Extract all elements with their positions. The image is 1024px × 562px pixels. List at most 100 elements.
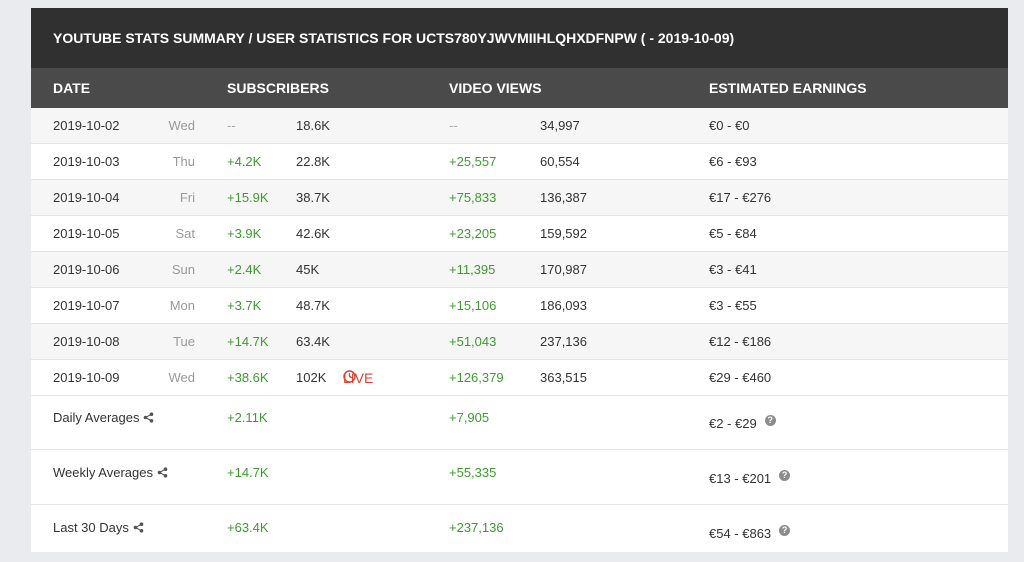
row-subscribers: 22.8K: [296, 154, 330, 169]
table-header: DATE SUBSCRIBERS VIDEO VIEWS ESTIMATED E…: [31, 68, 1008, 108]
row-subscriber-change: +3.9K: [227, 226, 262, 241]
stats-title-bar: YOUTUBE STATS SUMMARY / USER STATISTICS …: [31, 8, 1008, 68]
row-earnings: €5 - €84: [709, 226, 757, 241]
row-day: Sun: [171, 262, 195, 277]
row-day: Fri: [179, 190, 195, 205]
summary-views: +237,136: [449, 520, 504, 535]
row-subscriber-change: +2.4K: [227, 262, 262, 277]
row-views: 363,515: [540, 370, 587, 385]
row-earnings: €3 - €55: [709, 298, 757, 313]
row-date: 2019-10-08: [53, 334, 120, 349]
row-view-change: +11,395: [449, 262, 496, 277]
row-subscriber-change: +3.7K: [227, 298, 262, 313]
table-row: 2019-10-09 Wed +38.6K 102K LIVE +126,379 363,5…: [31, 360, 1008, 396]
summary-views: +55,335: [449, 465, 497, 480]
row-day: Wed: [168, 370, 196, 385]
row-day: Sat: [175, 226, 195, 241]
question-circle-icon[interactable]: ?: [764, 415, 776, 426]
row-earnings: €6 - €93: [709, 154, 757, 169]
row-view-change: --: [449, 118, 458, 133]
summary-label: Last 30 Days: [53, 520, 144, 536]
summary-label-text: Last 30 Days: [53, 520, 129, 535]
row-earnings: €3 - €41: [709, 262, 757, 277]
row-date: 2019-10-02: [53, 118, 120, 133]
share-icon[interactable]: [133, 521, 144, 536]
summary-row: Daily Averages +2.11K +7,905 €2 - €29?: [31, 395, 1008, 450]
row-date: 2019-10-04: [53, 190, 120, 205]
row-date: 2019-10-05: [53, 226, 120, 241]
row-day: Wed: [168, 118, 196, 133]
row-subscribers: 102K: [296, 370, 327, 385]
table-row: 2019-10-04 Fri +15.9K 38.7K +75,833 136,387 €1…: [31, 180, 1008, 216]
row-earnings: €0 - €0: [709, 118, 750, 133]
summary-earnings-text: €2 - €29: [709, 416, 757, 431]
summary-subscribers: +14.7K: [227, 465, 269, 480]
row-subscriber-change: --: [227, 118, 236, 133]
row-views: 170,987: [540, 262, 587, 277]
row-subscriber-change: +4.2K: [227, 154, 262, 169]
row-views: 237,136: [540, 334, 587, 349]
row-subscribers: 48.7K: [296, 298, 330, 313]
table-row: 2019-10-02 Wed -- 18.6K -- 34,997 €0 - €0: [31, 108, 1008, 144]
row-subscriber-change: +38.6K: [227, 370, 269, 385]
row-date: 2019-10-07: [53, 298, 120, 313]
table-row: 2019-10-06 Sun +2.4K 45K +11,395 170,987 €3 - …: [31, 252, 1008, 288]
row-views: 186,093: [540, 298, 587, 313]
question-circle-icon[interactable]: ?: [779, 470, 791, 481]
summary-earnings: €13 - €201?: [709, 470, 791, 486]
share-icon[interactable]: [157, 466, 168, 481]
row-view-change: +75,833: [449, 190, 497, 205]
row-earnings: €12 - €186: [709, 334, 772, 349]
row-subscriber-change: +14.7K: [227, 334, 269, 349]
header-video-views: VIDEO VIEWS: [449, 80, 542, 96]
share-icon[interactable]: [143, 411, 154, 426]
table-row: 2019-10-05 Sat +3.9K 42.6K +23,205 159,592 €5 …: [31, 216, 1008, 252]
summary-label: Daily Averages: [53, 410, 154, 426]
page-title: YOUTUBE STATS SUMMARY / USER STATISTICS …: [53, 30, 735, 46]
summary-row: Weekly Averages +14.7K +55,335 €13 - €201?: [31, 450, 1008, 505]
row-subscriber-change: +15.9K: [227, 190, 269, 205]
row-view-change: +51,043: [449, 334, 497, 349]
summary-rows: Daily Averages +2.11K +7,905 €2 - €29? Weekl…: [31, 395, 1008, 560]
row-date: 2019-10-09: [53, 370, 120, 385]
row-subscribers: 63.4K: [296, 334, 330, 349]
summary-subscribers: +2.11K: [227, 410, 268, 425]
row-earnings: €29 - €460: [709, 370, 772, 385]
stats-card: YOUTUBE STATS SUMMARY / USER STATISTICS …: [31, 8, 1008, 552]
row-earnings: €17 - €276: [709, 190, 772, 205]
summary-views: +7,905: [449, 410, 490, 425]
question-circle-icon[interactable]: ?: [779, 525, 791, 536]
row-view-change: +23,205: [449, 226, 497, 241]
header-date: DATE: [53, 80, 91, 96]
row-view-change: +126,379: [449, 370, 504, 385]
row-subscribers: 38.7K: [296, 190, 330, 205]
table-row: 2019-10-07 Mon +3.7K 48.7K +15,106 186,093 €3 …: [31, 288, 1008, 324]
row-view-change: +15,106: [449, 298, 497, 313]
daily-rows: 2019-10-02 Wed -- 18.6K -- 34,997 €0 - €0 2019-…: [31, 108, 1008, 396]
clock-circle-icon: [343, 360, 356, 396]
row-views: 60,554: [540, 154, 580, 169]
summary-earnings-text: €13 - €201: [709, 471, 772, 486]
summary-label-text: Weekly Averages: [53, 465, 153, 480]
summary-earnings-text: €54 - €863: [709, 526, 772, 541]
row-date: 2019-10-06: [53, 262, 120, 277]
summary-earnings: €54 - €863?: [709, 525, 791, 541]
summary-row: Last 30 Days +63.4K +237,136 €54 - €863?: [31, 505, 1008, 560]
row-subscribers: 42.6K: [296, 226, 330, 241]
row-views: 34,997: [540, 118, 580, 133]
summary-label: Weekly Averages: [53, 465, 168, 481]
header-subscribers: SUBSCRIBERS: [227, 80, 329, 96]
row-views: 159,592: [540, 226, 587, 241]
row-subscribers: 45K: [296, 262, 320, 277]
header-earnings: ESTIMATED EARNINGS: [709, 80, 867, 96]
table-row: 2019-10-08 Tue +14.7K 63.4K +51,043 237,136 €1…: [31, 324, 1008, 360]
table-row: 2019-10-03 Thu +4.2K 22.8K +25,557 60,554 €6 -…: [31, 144, 1008, 180]
row-view-change: +25,557: [449, 154, 497, 169]
row-views: 136,387: [540, 190, 587, 205]
row-day: Thu: [172, 154, 195, 169]
row-subscribers: 18.6K: [296, 118, 330, 133]
summary-earnings: €2 - €29?: [709, 415, 776, 431]
summary-label-text: Daily Averages: [53, 410, 140, 425]
live-badge[interactable]: LIVE: [343, 360, 373, 396]
summary-subscribers: +63.4K: [227, 520, 269, 535]
